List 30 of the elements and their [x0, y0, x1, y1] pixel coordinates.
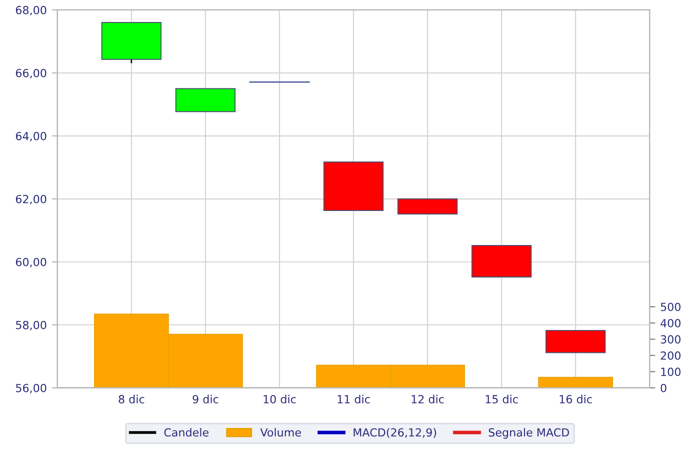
y2-tick-label: 400	[660, 318, 680, 328]
y2-tick-label: 0	[660, 384, 666, 392]
legend-label: MACD(26,12,9)	[354, 428, 436, 438]
candlestick	[323, 162, 384, 212]
x-tick-label: 11 dic	[338, 394, 370, 404]
x-tick-label: 10 dic	[264, 394, 296, 404]
y-tick-label: 62,00	[16, 194, 46, 204]
y-tick-label: 66,00	[16, 68, 46, 78]
x-tick-label: 12 dic	[412, 394, 444, 404]
candlestick	[397, 198, 458, 214]
x-tick-label: 9 dic	[192, 394, 218, 404]
candlestick	[175, 88, 236, 112]
x-tick-label: 8 dic	[118, 394, 144, 404]
y-tick-label: 58,00	[16, 320, 46, 330]
y-tick-label: 68,00	[16, 6, 46, 16]
legend-label: Segnale MACD	[488, 428, 570, 439]
y2-tick-label: 200	[660, 351, 680, 360]
candlestick	[545, 330, 606, 354]
y2-tick-label: 300	[660, 335, 680, 344]
text: Candele	[164, 428, 208, 437]
x-tick-label: 15 dic	[486, 394, 518, 404]
y2-tick-label: 500	[660, 302, 680, 312]
x-tick-label: 16 dic	[560, 394, 592, 404]
y-tick-label: 64,00	[16, 132, 46, 142]
legend-label: Volume	[260, 428, 301, 437]
y-tick-label: 60,00	[16, 258, 46, 268]
candlestick	[471, 245, 532, 278]
bar	[538, 376, 614, 388]
y2-tick-label: 100	[661, 368, 680, 376]
y-tick-label: 56,00	[16, 384, 46, 394]
